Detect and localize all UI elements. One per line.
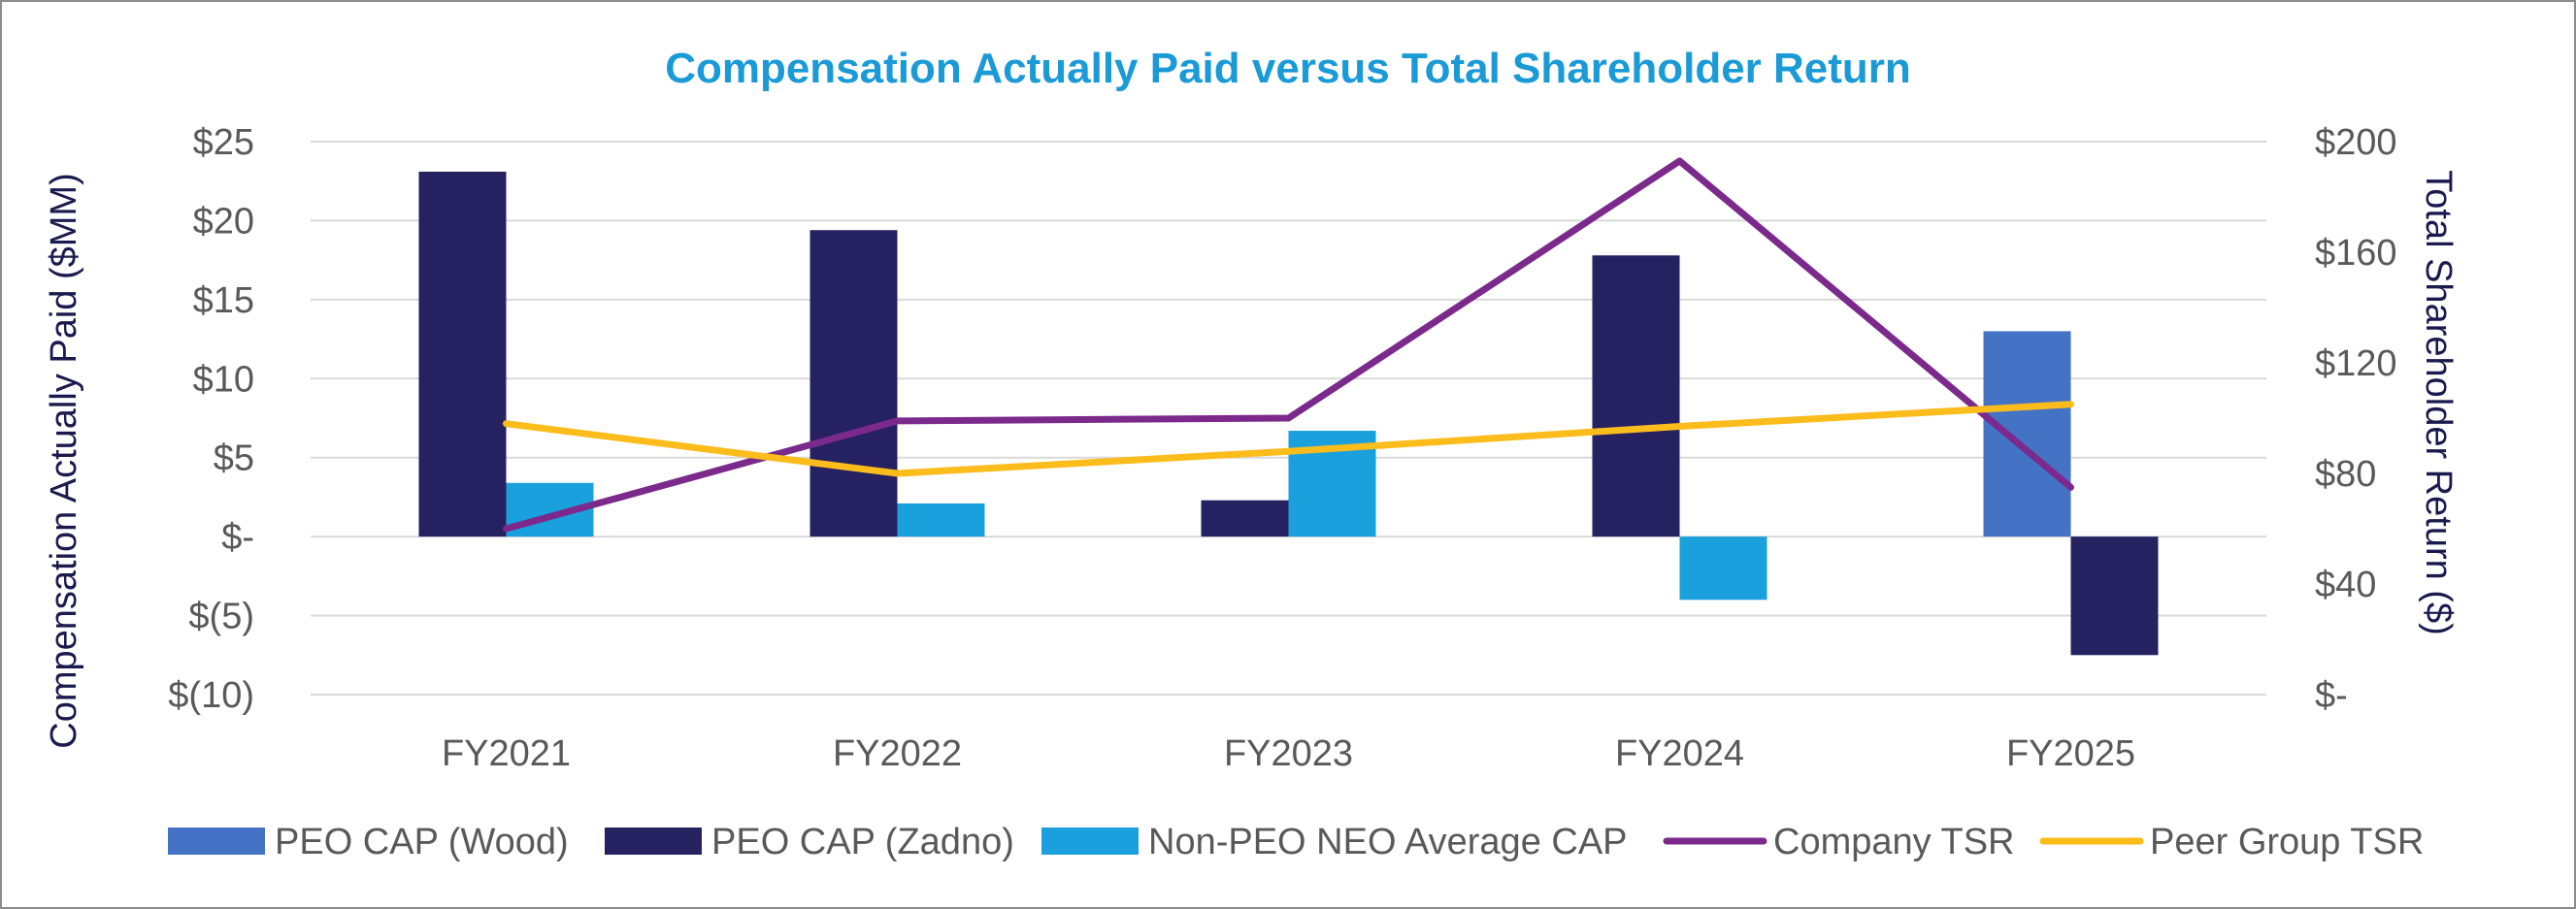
y-tick-label: $(5) [188, 597, 254, 637]
y-tick-label: $15 [193, 280, 254, 321]
y2-tick-label: $200 [2315, 122, 2397, 163]
y-tick-label: $(10) [168, 675, 254, 716]
x-tick-label: FY2024 [1615, 733, 1744, 774]
legend-label: PEO CAP (Wood) [275, 822, 569, 862]
bar [897, 503, 985, 537]
y-axis-right-title: Total Shareholder Return ($) [2418, 170, 2459, 634]
bar [2070, 536, 2159, 656]
y2-tick-label: $40 [2315, 565, 2376, 605]
series-line [503, 401, 2074, 477]
legend-label: Non-PEO NEO Average CAP [1148, 822, 1628, 862]
y-tick-label: $20 [193, 201, 254, 242]
legend-label: PEO CAP (Zadno) [711, 822, 1014, 862]
y2-tick-label: $80 [2315, 454, 2376, 495]
bar [418, 171, 507, 537]
legend-swatch [605, 828, 702, 855]
y-axis-left-title: Compensation Actually Paid ($MM) [44, 173, 84, 748]
x-tick-label: FY2022 [833, 733, 962, 774]
bar [1592, 255, 1680, 537]
bar [809, 230, 898, 537]
y-tick-label: $10 [193, 359, 254, 400]
bar [1679, 536, 1767, 601]
y2-tick-label: $120 [2315, 343, 2397, 384]
bar-series [418, 171, 2159, 656]
y2-tick-label: $160 [2315, 233, 2397, 274]
y-tick-label: $5 [214, 438, 254, 479]
legend: PEO CAP (Wood) PEO CAP (Zadno) Non-PEO NEO… [168, 822, 2424, 862]
y-axis-right-ticks: $200 $160 $120 $80 $40 $- [2315, 122, 2397, 716]
legend-label: Company TSR [1773, 822, 2015, 862]
y-axis-left-ticks: $25 $20 $15 $10 $5 $- $(5) $(10) [168, 122, 254, 716]
legend-label: Peer Group TSR [2150, 822, 2424, 862]
x-tick-label: FY2025 [2006, 733, 2135, 774]
bar [1201, 500, 1289, 537]
x-tick-label: FY2023 [1224, 733, 1353, 774]
x-tick-label: FY2021 [442, 733, 571, 774]
legend-swatch [1041, 828, 1139, 855]
chart-title: Compensation Actually Paid versus Total … [665, 45, 1911, 92]
y2-tick-label: $- [2315, 675, 2348, 716]
legend-swatch [168, 828, 265, 855]
y-tick-label: $- [221, 517, 254, 558]
x-axis-ticks: FY2021 FY2022 FY2023 FY2024 FY2025 [442, 733, 2135, 774]
line-series [503, 157, 2074, 533]
y-tick-label: $25 [193, 122, 254, 163]
bar [1983, 331, 2071, 537]
